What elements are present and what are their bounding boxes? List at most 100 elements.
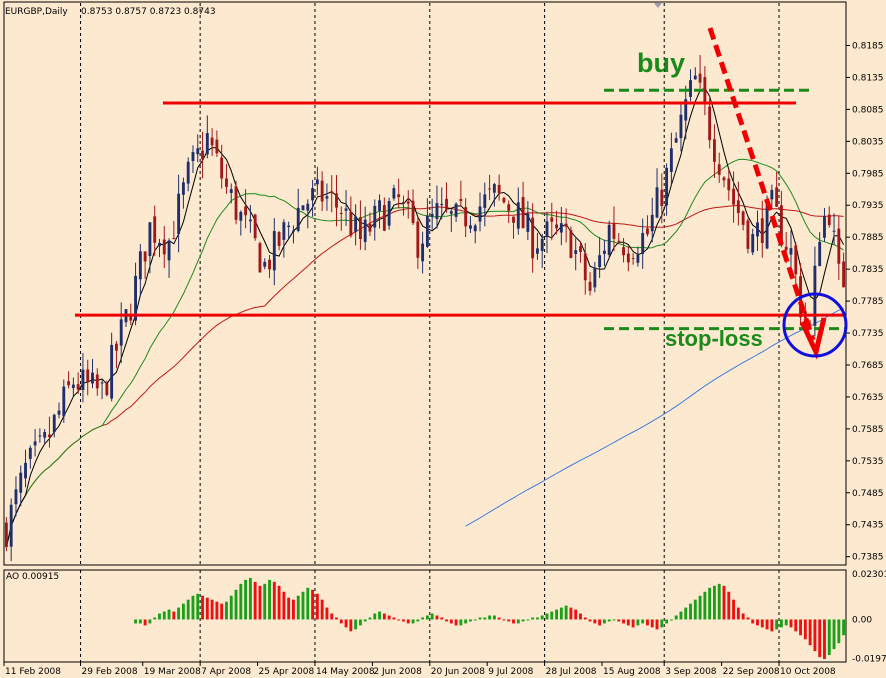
candle-155 xyxy=(746,218,750,254)
ao-bar-34 xyxy=(296,595,300,620)
ao-bar-10 xyxy=(181,603,185,620)
candle-body-7 xyxy=(38,435,42,437)
candle-body-157 xyxy=(756,222,759,237)
candle-66 xyxy=(320,171,324,211)
ao-bar-108 xyxy=(650,619,654,628)
ao-bar-18 xyxy=(220,603,224,620)
ao-bar-100 xyxy=(612,619,616,621)
candle-161 xyxy=(775,172,779,207)
candle-body-138 xyxy=(665,167,669,206)
candle-108 xyxy=(521,181,525,229)
ma-red-line xyxy=(5,204,844,548)
candle-76 xyxy=(368,212,372,237)
candle-body-21 xyxy=(105,383,109,396)
candle-148 xyxy=(713,124,716,178)
candle-body-68 xyxy=(330,191,334,194)
candle-114 xyxy=(550,202,554,241)
candle-121 xyxy=(583,243,587,295)
candle-body-8 xyxy=(43,431,47,438)
candle-body-154 xyxy=(741,211,745,225)
candle-52 xyxy=(253,213,257,241)
candle-body-112 xyxy=(540,238,544,251)
candle-body-117 xyxy=(564,223,568,227)
candle-153 xyxy=(736,181,740,226)
candle-53 xyxy=(258,241,262,273)
candle-body-164 xyxy=(789,248,793,255)
candle-body-98 xyxy=(473,225,477,232)
price-tick-label-2: 0.8085 xyxy=(852,105,884,115)
ao-bar-25 xyxy=(253,581,257,620)
candle-58 xyxy=(282,219,286,258)
ao-bar-11 xyxy=(186,599,190,620)
candle-109 xyxy=(526,201,530,241)
ao-bar-94 xyxy=(583,617,587,620)
candle-12 xyxy=(62,379,66,423)
ao-bar-4 xyxy=(153,617,157,620)
candle-body-28 xyxy=(138,251,142,280)
candle-body-51 xyxy=(248,219,252,222)
candle-6 xyxy=(33,429,37,457)
candle-140 xyxy=(674,132,678,144)
candle-body-6 xyxy=(33,441,37,446)
candle-body-57 xyxy=(277,232,281,246)
price-tick-label-5: 0.7935 xyxy=(852,201,884,211)
ao-bar-27 xyxy=(263,583,267,620)
ao-bar-123 xyxy=(722,585,726,620)
candle-65 xyxy=(315,166,319,196)
ao-bar-135 xyxy=(779,619,783,628)
candle-body-62 xyxy=(301,205,305,211)
candle-111 xyxy=(535,232,539,260)
candle-54 xyxy=(263,258,267,270)
date-tick-label-8: 9 Jul 2008 xyxy=(488,667,533,677)
candle-101 xyxy=(488,174,492,201)
ao-bar-117 xyxy=(693,599,697,620)
candle-body-24 xyxy=(119,319,123,346)
candle-body-155 xyxy=(746,220,750,249)
ao-bar-13 xyxy=(196,593,200,620)
candle-61 xyxy=(296,188,300,233)
candle-80 xyxy=(387,197,391,230)
candle-body-66 xyxy=(320,180,324,202)
ao-bar-87 xyxy=(550,611,554,620)
candle-107 xyxy=(516,187,520,235)
candle-152 xyxy=(732,171,736,223)
candle-body-111 xyxy=(535,248,539,254)
candle-36 xyxy=(177,174,181,253)
ao-bar-71 xyxy=(473,619,477,621)
candle-body-56 xyxy=(272,231,276,271)
ao-bar-103 xyxy=(626,619,630,626)
candle-4 xyxy=(24,449,27,488)
candle-104 xyxy=(502,196,506,204)
ao-bar-48 xyxy=(363,619,367,622)
candle-137 xyxy=(660,173,664,224)
candle-16 xyxy=(81,353,85,403)
candle-body-175 xyxy=(842,261,846,288)
candle-body-26 xyxy=(129,315,133,321)
candle-body-38 xyxy=(186,161,190,184)
candle-11 xyxy=(57,402,61,419)
candle-49 xyxy=(239,210,243,236)
ao-bar-44 xyxy=(344,619,348,628)
candle-body-162 xyxy=(779,205,783,246)
ao-label: AO 0.00915 xyxy=(6,572,59,582)
candle-body-32 xyxy=(158,242,161,247)
candle-body-123 xyxy=(593,267,597,288)
price-panel-border xyxy=(3,1,847,566)
candle-body-72 xyxy=(349,211,353,236)
candle-body-71 xyxy=(344,208,348,211)
ao-bar-92 xyxy=(574,609,578,620)
ao-bar-30 xyxy=(277,585,281,620)
candle-body-47 xyxy=(229,189,233,193)
ao-bar-59 xyxy=(416,619,420,622)
candle-body-27 xyxy=(134,275,137,321)
ao-bar-28 xyxy=(268,579,271,620)
candle-149 xyxy=(717,152,721,183)
ao-bar-22 xyxy=(239,583,243,620)
date-tick-label-0: 11 Feb 2008 xyxy=(5,667,61,677)
candle-122 xyxy=(588,272,592,296)
candle-39 xyxy=(191,145,195,173)
candle-75 xyxy=(363,206,367,251)
ao-bar-65 xyxy=(445,619,448,622)
ao-bar-50 xyxy=(373,613,377,620)
